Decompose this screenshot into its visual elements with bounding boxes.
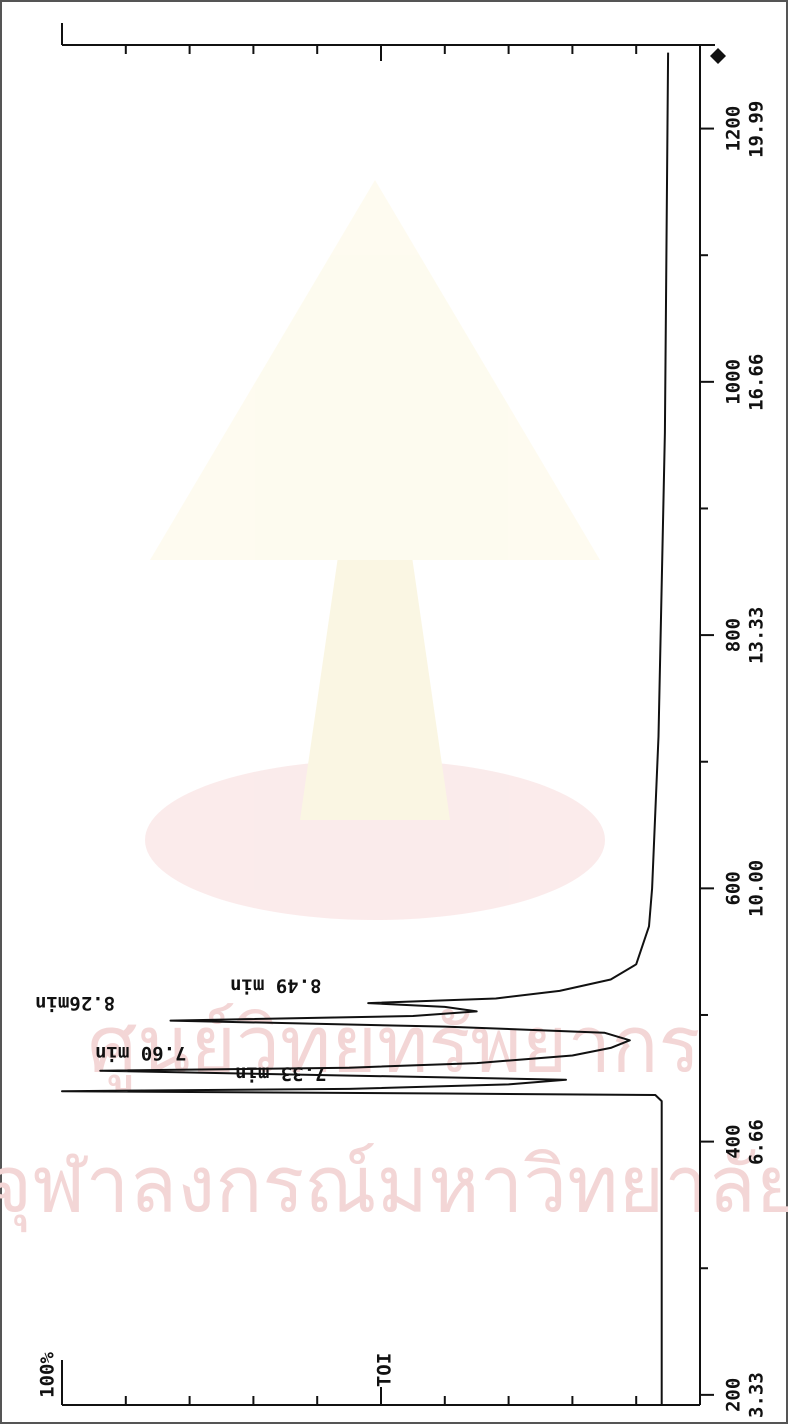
x2-tick-label: 1000 — [723, 359, 745, 405]
x-tick-label: 10.00 — [746, 860, 768, 917]
x2-tick-label: 200 — [723, 1378, 745, 1412]
peak-label: 7.33 min — [235, 1063, 327, 1085]
peak-label: 8.49 min — [230, 975, 322, 997]
peak-label: 8.26min — [35, 992, 115, 1014]
x-tick-label: 16.66 — [746, 354, 768, 411]
x-tick-label: 13.33 — [746, 607, 768, 664]
x2-tick-label: 800 — [723, 618, 745, 652]
chart: ศูนย์วิทยทรัพยากรจุฬาลงกรณ์มหาวิทยาลัย 2… — [0, 0, 788, 1424]
x2-tick-label: 400 — [723, 1124, 745, 1158]
y-axis-label: TOI — [374, 1353, 396, 1387]
peak-label: 7.60 min — [95, 1042, 187, 1064]
watermark-text: จุฬาลงกรณ์มหาวิทยาลัย — [0, 1140, 788, 1232]
x-tick-label: 3.33 — [746, 1372, 768, 1418]
y-tick-label: 100% — [37, 1352, 59, 1398]
x2-tick-label: 1200 — [723, 106, 745, 152]
x-tick-label: 6.66 — [746, 1119, 768, 1165]
x-tick-label: 19.99 — [746, 101, 768, 158]
x2-tick-label: 600 — [723, 871, 745, 905]
